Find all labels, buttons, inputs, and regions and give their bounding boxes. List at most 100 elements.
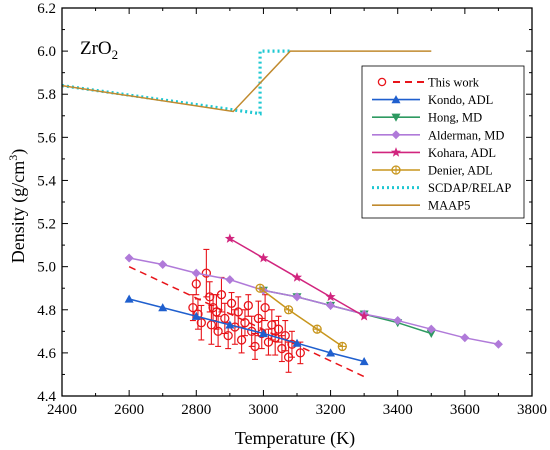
y-tick-label: 4.6 — [37, 346, 56, 362]
data-point — [312, 324, 322, 334]
legend-marker — [390, 147, 402, 157]
x-tick-label: 3800 — [517, 402, 547, 418]
legend-box — [361, 65, 525, 219]
data-point — [493, 339, 503, 349]
series-this-work-line — [128, 265, 365, 378]
legend: This work Kondo, ADL Hong, MD Alderman, MD K… — [361, 65, 525, 219]
data-point — [225, 275, 235, 285]
legend-marker — [391, 95, 401, 104]
x-tick-label: 3000 — [248, 402, 278, 418]
x-tick-label: 3600 — [450, 402, 480, 418]
series-line — [128, 265, 365, 378]
y-tick-label: 6.2 — [37, 1, 56, 17]
legend-entry: Kohara, ADL — [372, 146, 496, 160]
data-point — [224, 233, 235, 243]
data-point — [295, 348, 306, 358]
data-point — [191, 268, 201, 278]
legend-label: Alderman, MD — [428, 128, 504, 142]
data-point — [260, 302, 270, 313]
series-denier-adl-line — [255, 283, 347, 352]
data-point — [158, 260, 168, 270]
legend-label: MAAP5 — [428, 199, 470, 213]
x-tick-label: 2400 — [47, 402, 77, 418]
x-tick-label: 2800 — [181, 402, 211, 418]
x-tick-label: 2600 — [114, 402, 144, 418]
legend-label: Kohara, ADL — [428, 146, 496, 160]
data-point — [243, 300, 253, 311]
data-point — [124, 253, 134, 263]
legend-label: Hong, MD — [428, 111, 482, 125]
y-tick-label: 5.4 — [37, 173, 56, 189]
data-point — [233, 307, 243, 317]
data-point — [124, 294, 134, 303]
legend-label: Denier, ADL — [428, 164, 493, 178]
legend-entry: SCDAP/RELAP — [372, 181, 511, 195]
legend-label: SCDAP/RELAP — [428, 181, 511, 195]
series-kohara-adl-line — [224, 233, 370, 321]
legend-marker — [391, 113, 401, 122]
data-point — [236, 335, 247, 345]
series-line — [61, 50, 432, 113]
data-point — [216, 290, 227, 300]
legend-entry: Alderman, MD — [372, 128, 504, 142]
y-tick-label: 5.2 — [37, 217, 56, 233]
compound-annotation: ZrO2 — [80, 38, 118, 62]
data-point — [337, 341, 347, 352]
data-point — [277, 343, 287, 354]
y-tick-label: 5.6 — [37, 130, 56, 146]
x-axis-title: Temperature (K) — [235, 428, 355, 449]
data-point — [196, 318, 206, 328]
y-tick-label: 5.8 — [37, 87, 56, 103]
data-point — [258, 252, 269, 263]
data-point — [393, 316, 403, 326]
data-point — [220, 313, 230, 324]
data-point — [267, 320, 277, 330]
data-point — [213, 326, 223, 336]
data-point — [263, 337, 274, 347]
legend-entry: Kondo, ADL — [372, 93, 493, 107]
legend-marker — [377, 77, 387, 87]
series-line — [128, 298, 365, 363]
y-tick-label: 6.0 — [37, 44, 56, 60]
x-tick-label: 3200 — [316, 402, 346, 418]
data-point — [325, 291, 336, 302]
data-point — [326, 300, 336, 310]
data-point — [188, 302, 198, 313]
data-point — [223, 330, 233, 341]
series-line — [128, 257, 499, 346]
data-point — [191, 279, 201, 289]
data-point — [292, 292, 302, 302]
data-point — [226, 298, 237, 308]
data-point — [291, 272, 303, 282]
series-kondo-adl-line — [124, 294, 369, 366]
series-maap5-line — [61, 50, 432, 113]
data-point — [201, 268, 212, 278]
data-point — [158, 303, 168, 312]
data-point — [326, 348, 336, 357]
data-point — [191, 311, 201, 320]
legend-label: Kondo, ADL — [428, 93, 493, 107]
series-layer — [61, 49, 503, 378]
data-point — [258, 328, 268, 338]
data-point — [359, 357, 369, 366]
y-axis-title: Density (g/cm3) — [6, 149, 29, 263]
legend-marker — [391, 130, 401, 140]
x-tick-label: 3400 — [383, 402, 413, 418]
data-point — [205, 292, 215, 302]
legend-entry: This work — [377, 76, 480, 90]
data-point — [250, 341, 260, 352]
series-alderman-md-line — [124, 253, 503, 349]
legend-label: This work — [428, 76, 480, 90]
legend-marker — [391, 165, 401, 175]
y-tick-label: 4.8 — [37, 303, 56, 319]
data-point — [283, 305, 294, 315]
series-line — [259, 287, 343, 348]
data-point — [225, 320, 235, 329]
y-tick-label: 5.0 — [37, 260, 56, 276]
data-point — [273, 324, 284, 334]
data-point — [359, 310, 370, 321]
data-point — [292, 338, 302, 347]
axes-ticks: 2400 2600 2800 3000 3200 3400 3600 3800 4.4 4.6 4.… — [37, 1, 547, 418]
data-point — [460, 333, 470, 343]
